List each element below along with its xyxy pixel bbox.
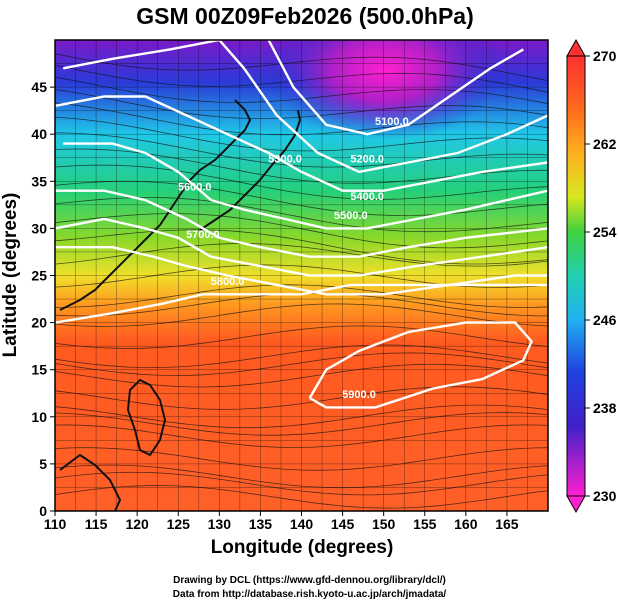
colorbar: 270 262 254 246 238 230 [566,38,617,514]
streamline [55,352,548,376]
colorbar-bottom-arrow [566,495,586,514]
chart-title: GSM 00Z09Feb2026 (500.0hPa) [136,3,474,29]
colorbar-top-arrow [566,38,586,57]
streamline [55,485,548,509]
colorbar-tick-label: 238 [593,400,617,416]
x-tick-label: 160 [454,516,478,532]
coastlines [59,99,302,511]
contour-5400 [63,142,548,230]
streamline [55,447,548,471]
y-tick-label: 30 [31,220,47,236]
contour-5900 [308,321,534,409]
x-tick-label: 155 [413,516,437,532]
streamline [55,325,548,349]
contour-label: 5200.0 [350,153,384,165]
y-tick-label: 20 [31,315,47,331]
contour-5500 [55,189,548,258]
contour-5200 [62,40,548,174]
x-tick-label: 135 [249,516,273,532]
x-tick-label: 145 [331,516,355,532]
contour-label: 5300.0 [268,153,302,165]
y-tick-label: 25 [31,268,47,284]
streamline [55,53,548,81]
streamline [55,412,548,436]
contour-label: 5400.0 [350,191,384,203]
colorbar-tick-label: 246 [593,312,617,328]
contour-labels: 5100.0 5200.0 5400.0 5500.0 5300.0 5600.0 5700… [178,116,409,401]
colorbar-tick-label: 270 [593,48,617,64]
x-tick-label: 120 [125,516,149,532]
contour-label: 5600.0 [178,182,212,194]
contour-label: 5700.0 [186,229,220,241]
x-tick-label: 115 [85,516,108,532]
colorbar-tick-label: 262 [593,136,617,152]
streamline [55,102,548,136]
streamline [55,284,548,308]
streamline [55,164,548,200]
x-tick-label: 125 [167,516,191,532]
streamline [55,464,548,489]
streamline [55,213,548,249]
streamline [55,116,548,152]
streamline [55,386,548,410]
x-axis-ticks: 110 115 120 125 130 135 140 145 150 155 160 165 [44,511,519,532]
colorbar-scale [566,55,586,497]
mainland-coast [59,99,252,311]
x-tick-label: 130 [208,516,232,532]
height-contours [55,40,548,409]
streamline [55,64,548,93]
y-tick-label: 35 [31,173,47,189]
x-tick-label: 165 [495,516,519,532]
contour-5300 [55,95,548,192]
japan-coast [199,109,302,231]
streamline [55,344,548,369]
x-tick-label: 110 [44,516,67,532]
colorbar-tick-label: 230 [593,488,617,504]
contour-5800 [55,283,548,324]
streamline [55,89,548,120]
y-axis-ticks: 0 5 10 15 20 25 30 35 40 45 [31,79,55,519]
streamline [55,132,548,168]
contour-5100 [267,40,524,136]
streamline [55,424,548,448]
x-tick-label: 150 [372,516,396,532]
streamline [55,76,548,105]
contour-label: 5800.0 [211,276,245,288]
x-axis-label: Longitude (degrees) [211,537,394,558]
grid-lines [55,40,548,511]
y-tick-label: 40 [31,126,47,142]
y-tick-label: 45 [31,79,47,95]
streamline [55,404,548,428]
streamline [55,303,548,327]
y-tick-label: 15 [31,362,47,378]
colorbar-tick-label: 254 [593,224,617,240]
philippines-coast [126,378,167,457]
contour-5700 [55,245,548,296]
streamline [55,264,548,289]
credit-drawing: Drawing by DCL (https://www.gfd-dennou.o… [173,575,446,586]
credit-data: Data from http://database.rish.kyoto-u.a… [172,589,447,600]
y-tick-label: 0 [39,503,47,519]
y-tick-label: 5 [39,456,47,472]
contour-label: 5100.0 [375,116,409,128]
x-tick-label: 140 [290,516,314,532]
contour-label: 5900.0 [342,389,376,401]
streamline [55,180,548,217]
y-tick-label: 10 [31,409,47,425]
colorbar-ticks: 270 262 254 246 238 230 [585,48,617,504]
plot-area: 5100.0 5200.0 5400.0 5500.0 5300.0 5600.0 5700… [55,40,548,511]
contour-label: 5500.0 [334,210,368,222]
streamline [55,229,548,265]
contour-5600 [55,217,548,277]
y-axis-label: Latitude (degrees) [0,193,21,358]
south-coast [59,453,122,511]
streamline [55,471,548,496]
